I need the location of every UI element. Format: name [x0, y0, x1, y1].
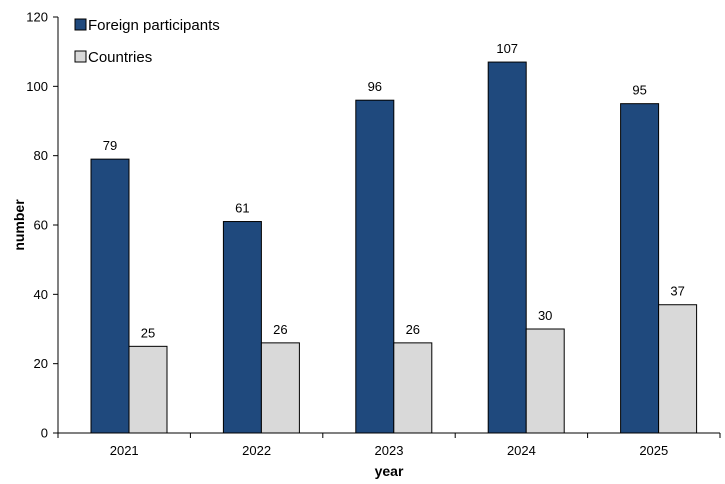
y-tick-label: 20 — [34, 356, 48, 371]
bar-countries — [393, 342, 433, 434]
x-tick-label: 2025 — [639, 443, 668, 458]
data-label: 107 — [496, 41, 518, 56]
legend-swatch-foreign-participants — [74, 18, 87, 31]
data-label: 30 — [538, 308, 552, 323]
data-label: 37 — [670, 284, 684, 299]
bar-foreign-participants — [355, 99, 395, 434]
y-tick-label: 80 — [34, 148, 48, 163]
y-tick-label: 100 — [26, 79, 48, 94]
data-label: 79 — [103, 138, 117, 153]
bars — [90, 61, 698, 434]
y-tick-label: 60 — [34, 218, 48, 233]
bar-countries — [128, 345, 168, 434]
x-tick-label: 2022 — [242, 443, 271, 458]
data-label: 26 — [406, 322, 420, 337]
data-label: 96 — [368, 79, 382, 94]
x-axis-title: year — [375, 463, 404, 479]
bar-foreign-participants — [222, 221, 262, 434]
legend: Foreign participants Countries — [74, 17, 220, 66]
x-tick-label: 2024 — [507, 443, 536, 458]
legend-swatch-countries — [74, 50, 87, 63]
y-tick-label: 0 — [41, 426, 48, 441]
y-tick-label: 120 — [26, 10, 48, 25]
legend-label-foreign-participants: Foreign participants — [88, 17, 220, 34]
data-label: 95 — [632, 83, 646, 98]
x-tick-label: 2023 — [375, 443, 404, 458]
data-label: 25 — [141, 325, 155, 340]
bar-countries — [658, 304, 698, 434]
data-labels: 79 25 61 26 96 26 107 30 95 37 — [103, 41, 685, 340]
x-tick-label: 2021 — [110, 443, 139, 458]
bar-countries — [260, 342, 300, 434]
y-axis-title: number — [11, 199, 27, 251]
bar-foreign-participants — [487, 61, 527, 434]
data-label: 61 — [235, 201, 249, 216]
x-axis-ticks: 2021 2022 2023 2024 2025 — [57, 433, 721, 458]
y-axis-ticks: 0 20 40 60 80 100 120 — [26, 10, 58, 441]
bar-foreign-participants — [90, 158, 130, 434]
bar-foreign-participants — [620, 103, 660, 434]
data-label: 26 — [273, 322, 287, 337]
y-tick-label: 40 — [34, 287, 48, 302]
legend-label-countries: Countries — [88, 49, 152, 66]
bar-countries — [525, 328, 565, 434]
